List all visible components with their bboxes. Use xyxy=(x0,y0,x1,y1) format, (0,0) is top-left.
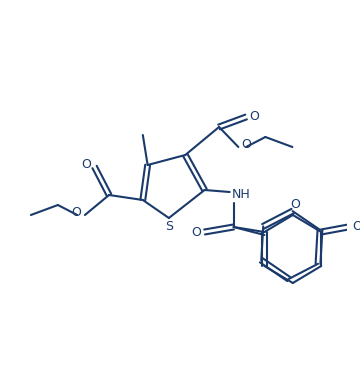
Text: O: O xyxy=(81,158,91,172)
Text: O: O xyxy=(249,111,259,124)
Text: O: O xyxy=(290,199,300,211)
Text: O: O xyxy=(352,221,360,233)
Text: NH: NH xyxy=(232,188,251,202)
Text: O: O xyxy=(191,226,201,238)
Text: S: S xyxy=(165,221,173,233)
Text: O: O xyxy=(241,138,251,150)
Text: O: O xyxy=(71,207,81,219)
